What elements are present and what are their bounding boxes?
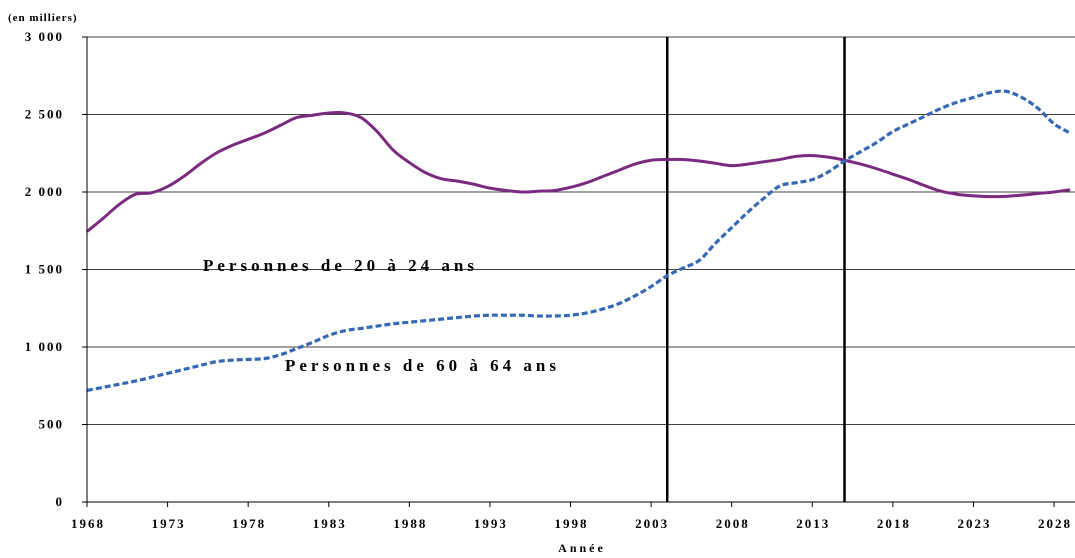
x-tick-label: 2013 [796, 516, 830, 531]
x-tick-label: 2023 [957, 516, 991, 531]
y-tick-label: 2 000 [25, 184, 64, 199]
x-tick-label: 2008 [716, 516, 750, 531]
series-line-60-64 [86, 89, 1071, 392]
y-tick-label: 3 000 [25, 29, 64, 44]
x-tick-label: 1968 [71, 516, 105, 531]
y-tick-label: 500 [39, 417, 65, 432]
x-tick-label: 1988 [393, 516, 427, 531]
vertical-markers [665, 37, 846, 502]
x-axis-title: Année [558, 541, 606, 555]
y-tick-label: 0 [56, 494, 65, 509]
y-tick-labels: 0 500 1 000 1 500 2 000 2 500 3 000 [25, 29, 87, 509]
x-tick-label: 2003 [635, 516, 669, 531]
x-tick-label: 1978 [232, 516, 266, 531]
y-tick-label: 1 500 [25, 262, 64, 277]
x-tick-label: 2028 [1038, 516, 1072, 531]
series-lines [86, 89, 1071, 392]
x-tick-label: 1993 [474, 516, 508, 531]
x-tick-label: 1973 [152, 516, 186, 531]
gridlines [87, 36, 1075, 425]
x-tick-labels: 1968 1973 1978 1983 1988 1993 1998 2003 2008 2013… [71, 502, 1072, 531]
series-label-20-24: Personnes de 20 à 24 ans [203, 256, 478, 275]
y-tick-label: 1 000 [25, 339, 64, 354]
series-line-20-24 [86, 111, 1071, 233]
x-tick-label: 1983 [313, 516, 347, 531]
x-tick-label: 2018 [877, 516, 911, 531]
y-tick-label: 2 500 [25, 107, 64, 122]
series-label-60-64: Personnes de 60 à 64 ans [285, 356, 560, 375]
x-tick-label: 1998 [555, 516, 589, 531]
y-unit-label: (en milliers) [8, 12, 78, 24]
